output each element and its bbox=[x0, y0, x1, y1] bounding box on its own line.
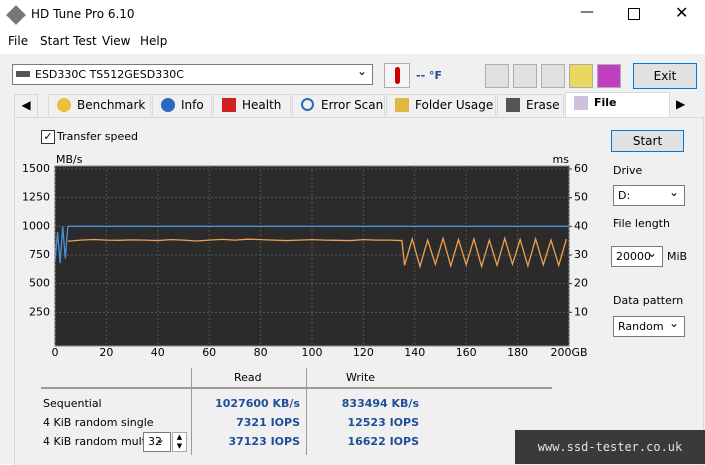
x-tick-label: 200GB bbox=[550, 346, 587, 359]
read-value: 1027600 KB/s bbox=[215, 397, 300, 410]
file-length-unit: MiB bbox=[667, 250, 688, 263]
maximize[interactable] bbox=[628, 8, 640, 20]
x-tick-label: 20 bbox=[99, 346, 113, 359]
x-tick-label: 120 bbox=[353, 346, 374, 359]
y2-tick-label: 50 bbox=[574, 191, 588, 204]
data-pattern-label: Data pattern bbox=[613, 294, 684, 307]
minimize[interactable]: — bbox=[580, 4, 594, 20]
x-tick-label: 100 bbox=[302, 346, 323, 359]
drive-select[interactable]: ESD330C TS512GESD330C bbox=[12, 62, 373, 85]
watermark: www.ssd-tester.co.uk bbox=[515, 430, 705, 464]
drive-label: Drive bbox=[613, 164, 643, 177]
options-button[interactable] bbox=[569, 64, 593, 88]
read-value: 37123 IOPS bbox=[228, 435, 300, 448]
exit-button[interactable]: Exit bbox=[633, 63, 697, 89]
thermometer bbox=[384, 63, 410, 88]
start-button[interactable]: Start bbox=[611, 130, 684, 152]
read-value: 7321 IOPS bbox=[236, 416, 300, 429]
write-value: 16622 IOPS bbox=[347, 435, 419, 448]
menu-item[interactable]: Start Test bbox=[40, 34, 97, 48]
x-tick-label: 0 bbox=[52, 346, 59, 359]
tab[interactable]: Benchmark bbox=[48, 94, 151, 116]
x-tick-label: 40 bbox=[151, 346, 165, 359]
divider bbox=[191, 368, 192, 455]
screenshot-button[interactable] bbox=[541, 64, 565, 88]
y2-axis-label: ms bbox=[553, 153, 570, 166]
y2-tick-label: 30 bbox=[574, 248, 588, 261]
y-tick-label: 1000 bbox=[22, 219, 50, 232]
window-title: HD Tune Pro 6.10 bbox=[31, 7, 135, 21]
y-tick-label: 750 bbox=[29, 248, 50, 261]
y-tick-label: 500 bbox=[29, 277, 50, 290]
tab[interactable]: Info bbox=[152, 94, 212, 116]
tab[interactable]: Error Scan bbox=[292, 94, 385, 116]
spinner[interactable]: ▲ ▼ bbox=[172, 432, 187, 452]
x-tick-label: 60 bbox=[202, 346, 216, 359]
save-button[interactable] bbox=[597, 64, 621, 88]
menu-item[interactable]: Help bbox=[140, 34, 168, 48]
y2-tick-label: 10 bbox=[574, 305, 588, 318]
queue-depth[interactable]: 32 bbox=[143, 430, 171, 452]
divider bbox=[306, 368, 307, 455]
file-length-label: File length bbox=[613, 217, 670, 230]
x-tick-label: 140 bbox=[404, 346, 425, 359]
y-tick-label: 1500 bbox=[22, 162, 50, 175]
x-tick-label: 80 bbox=[254, 346, 268, 359]
x-tick-label: 160 bbox=[456, 346, 477, 359]
write-value: 833494 KB/s bbox=[341, 397, 419, 410]
x-tick-label: 180 bbox=[507, 346, 528, 359]
menu-item[interactable]: View bbox=[102, 34, 131, 48]
y-axis-label: MB/s bbox=[56, 153, 83, 166]
row-label: Sequential bbox=[43, 397, 102, 410]
column-header: Read bbox=[234, 371, 262, 384]
drive-icon bbox=[16, 71, 30, 77]
row-label: 4 KiB random multi bbox=[43, 435, 150, 448]
y2-tick-label: 40 bbox=[574, 219, 588, 232]
menu-item[interactable]: File bbox=[8, 34, 29, 48]
file-length-input[interactable]: 20000 bbox=[611, 244, 663, 267]
y-tick-label: 250 bbox=[29, 305, 50, 318]
tab[interactable]: Folder Usage bbox=[386, 94, 496, 116]
series-line bbox=[54, 225, 569, 264]
series-line bbox=[67, 236, 568, 269]
tab-scroll-right[interactable]: ▶ bbox=[676, 97, 686, 111]
y2-tick-label: 60 bbox=[574, 162, 588, 175]
checkbox-label: Transfer speed bbox=[57, 130, 138, 143]
write-value: 12523 IOPS bbox=[347, 416, 419, 429]
divider bbox=[41, 387, 552, 389]
tab[interactable]: Health bbox=[213, 94, 291, 116]
tab[interactable]: Erase bbox=[497, 94, 564, 116]
close[interactable]: ✕ bbox=[675, 3, 689, 22]
y2-tick-label: 20 bbox=[574, 277, 588, 290]
copy-all-button[interactable] bbox=[513, 64, 537, 88]
data-pattern-combo[interactable]: Random bbox=[613, 314, 685, 337]
temperature: -- °F bbox=[416, 69, 442, 82]
drive-name: ESD330C TS512GESD330C bbox=[35, 68, 184, 81]
y-tick-label: 1250 bbox=[22, 191, 50, 204]
column-header: Write bbox=[346, 371, 376, 384]
copy-button[interactable] bbox=[485, 64, 509, 88]
drive-combo[interactable]: D: bbox=[613, 183, 685, 206]
row-label: 4 KiB random single bbox=[43, 416, 154, 429]
checkbox[interactable]: ✓ bbox=[41, 130, 55, 144]
